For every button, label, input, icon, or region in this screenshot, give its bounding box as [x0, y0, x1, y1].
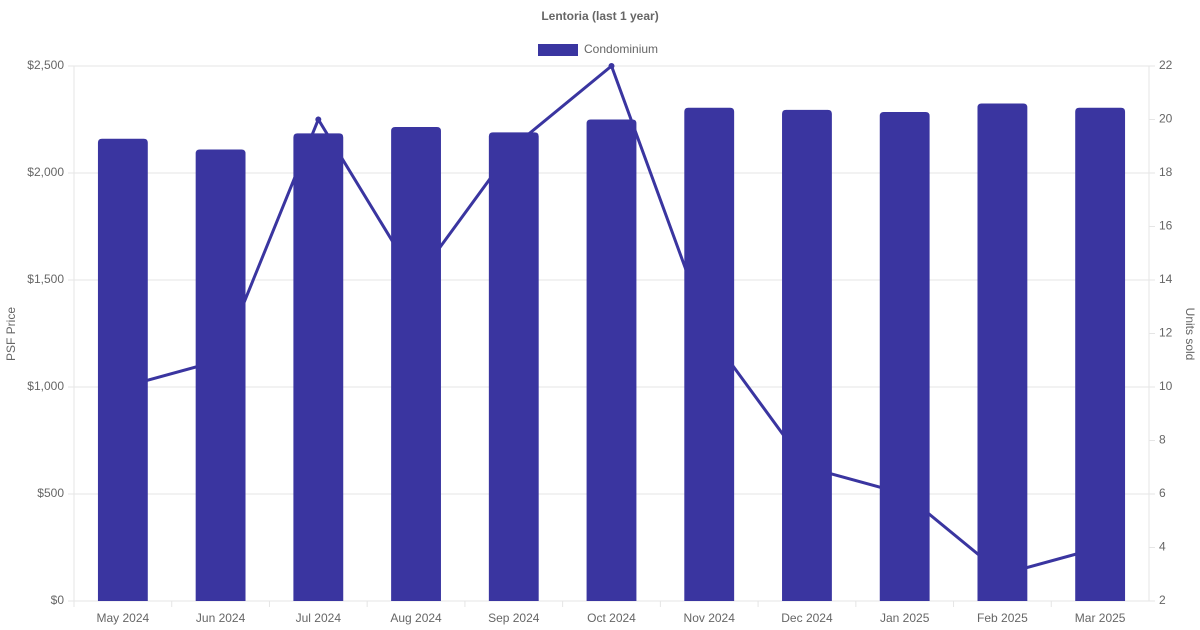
y2-tick-label: 22 — [1159, 58, 1173, 72]
x-tick-label: Mar 2025 — [1075, 611, 1126, 625]
bar — [879, 112, 930, 601]
y2-tick-label: 4 — [1159, 540, 1166, 554]
y2-tick-label: 14 — [1159, 272, 1173, 286]
x-tick-label: Sep 2024 — [488, 611, 540, 625]
y2-axis-title: Units sold — [1183, 308, 1197, 361]
legend-label: Condominium — [584, 42, 658, 56]
x-tick-label: Feb 2025 — [977, 611, 1028, 625]
bar — [195, 149, 246, 601]
x-tick-label: Oct 2024 — [587, 611, 636, 625]
y-tick-label: $500 — [37, 486, 64, 500]
y-tick-label: $1,000 — [27, 379, 64, 393]
y2-tick-label: 2 — [1159, 593, 1166, 607]
y2-tick-label: 18 — [1159, 165, 1173, 179]
y2-tick-label: 10 — [1159, 379, 1173, 393]
x-tick-label: Jan 2025 — [880, 611, 930, 625]
bar — [391, 126, 441, 602]
y2-tick-label: 20 — [1159, 112, 1173, 126]
x-tick-label: Jun 2024 — [196, 611, 246, 625]
x-tick-label: Aug 2024 — [390, 611, 442, 625]
bar — [684, 107, 735, 601]
y2-tick-label: 8 — [1159, 433, 1166, 447]
y-axis-title: PSF Price — [4, 307, 18, 361]
y-tick-label: $2,500 — [27, 58, 64, 72]
y2-tick-label: 6 — [1159, 486, 1166, 500]
bar — [1075, 107, 1126, 601]
x-tick-label: Nov 2024 — [684, 611, 736, 625]
chart-title: Lentoria (last 1 year) — [541, 9, 658, 23]
y-tick-label: $1,500 — [27, 272, 64, 286]
x-tick-label: May 2024 — [97, 611, 150, 625]
y-tick-label: $0 — [51, 593, 65, 607]
y-tick-label: $2,000 — [27, 165, 64, 179]
y2-tick-label: 12 — [1159, 326, 1173, 340]
bar — [782, 109, 832, 602]
bar — [293, 133, 344, 601]
bar — [977, 103, 1028, 601]
x-tick-label: Jul 2024 — [296, 611, 342, 625]
y2-tick-label: 16 — [1159, 219, 1173, 233]
bar — [488, 132, 539, 601]
bar — [586, 119, 637, 601]
legend-swatch — [538, 44, 578, 56]
point — [608, 63, 615, 69]
bar — [97, 138, 148, 601]
point — [315, 116, 322, 123]
x-tick-label: Dec 2024 — [781, 611, 833, 625]
